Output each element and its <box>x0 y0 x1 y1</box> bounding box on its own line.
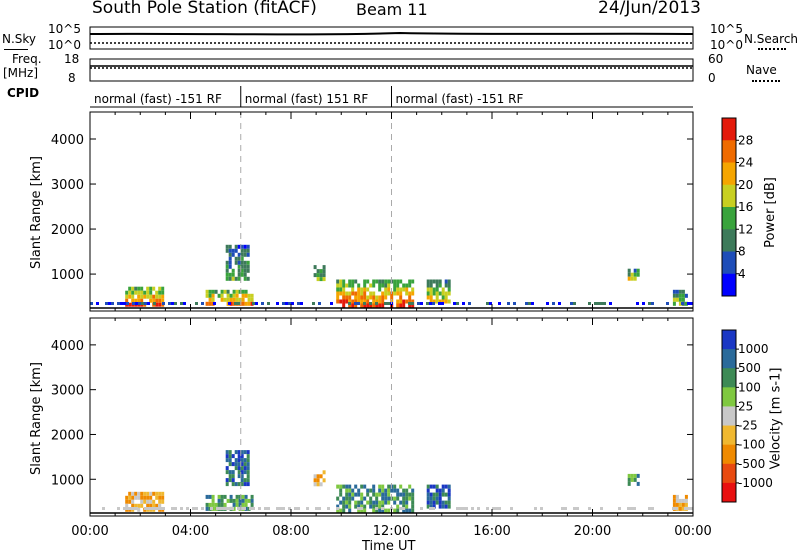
colorbar-swatch <box>722 184 736 208</box>
colorbar-tick-label: 28 <box>738 133 753 147</box>
colorbar-swatch <box>722 463 736 484</box>
y-tick-label: 3000 <box>51 178 84 193</box>
y-tick-label: 3000 <box>51 384 84 399</box>
colorbar-swatch <box>722 330 736 350</box>
colorbar-tick-label: -1000 <box>738 476 773 490</box>
colorbar-swatch <box>722 140 736 163</box>
nsearch-label: N.Search <box>744 32 799 46</box>
ground-scatter-band <box>102 507 693 510</box>
x-tick-label: 04:00 <box>172 524 209 539</box>
cpid-segment-label: normal (fast) 151 RF <box>245 92 369 106</box>
colorbar-tick-label: 1000 <box>738 342 769 356</box>
colorbar-tick-label: 16 <box>738 200 753 214</box>
nsky-panel-frame <box>89 26 694 50</box>
ground-scatter-band <box>90 302 693 305</box>
y-tick-label: 1000 <box>51 473 84 488</box>
x-tick-label: 00:00 <box>674 524 711 539</box>
colorbar-tick-label: -100 <box>738 438 765 452</box>
cpid-label: CPID <box>7 86 40 100</box>
velocity-panel: 1000 2000 3000 4000 00:00 04:00 08:00 12:00 16:0… <box>51 317 773 539</box>
colorbar-tick-label: 4 <box>738 267 746 281</box>
nave-right-tick-top: 60 <box>708 52 724 66</box>
freq-left-tick-bottom: 8 <box>68 71 76 85</box>
date-label: 24/Jun/2013 <box>598 0 701 18</box>
colorbar-swatch <box>722 425 736 446</box>
colorbar: 1000 500 100 25 -25 -100 -500 -1000 <box>721 329 773 503</box>
echo-region <box>672 494 688 511</box>
colorbar-tick-label: 100 <box>738 380 761 394</box>
colorbar-tick-label: -500 <box>738 457 765 471</box>
colorbar-tick-label: -25 <box>738 419 758 433</box>
y-tick-label: 2000 <box>51 223 84 238</box>
colorbar-tick-label: 500 <box>738 361 761 375</box>
colorbar-swatch <box>722 207 736 230</box>
x-axis-label: Time UT <box>362 539 416 554</box>
freq-panel-frame <box>89 58 694 82</box>
colorbar-swatch <box>722 251 736 275</box>
echo-region <box>672 289 688 306</box>
y-tick-label: 1000 <box>51 268 84 283</box>
cpid-segment-label: normal (fast) -151 RF <box>94 92 222 106</box>
cpid-segment-label: normal (fast) -151 RF <box>396 92 524 106</box>
echo-region <box>426 279 451 304</box>
x-tick-label: 16:00 <box>473 524 510 539</box>
power-panel: 1000 2000 3000 4000 4 8 12 16 20 24 28 <box>51 111 753 312</box>
echo-region <box>225 450 250 487</box>
colorbar-swatch <box>722 482 736 503</box>
colorbar-tick-label: 24 <box>738 156 753 170</box>
nave-legend-line <box>752 80 780 82</box>
echo-region <box>313 265 326 282</box>
nave-label: Nave <box>746 63 777 77</box>
colorbar: 4 8 12 16 20 24 28 <box>721 117 753 297</box>
echo-region <box>336 279 415 308</box>
echo-data <box>102 450 693 513</box>
echo-region <box>426 484 451 509</box>
beam-label: Beam 11 <box>356 0 428 19</box>
nsky-left-tick-bottom: 10^0 <box>48 38 81 52</box>
colorbar-tick-label: 20 <box>738 178 753 192</box>
colorbar-swatch <box>722 349 736 369</box>
freq-left-tick-top: 18 <box>64 52 80 66</box>
y-tick-label: 4000 <box>51 339 84 354</box>
y-tick-label: 4000 <box>51 133 84 148</box>
colorbar-swatch <box>722 229 736 252</box>
freq-label: Freq. <box>12 52 42 66</box>
colorbar-swatch <box>722 406 736 427</box>
colorbar-swatch <box>722 273 736 297</box>
nsky-legend-line <box>4 49 28 50</box>
nsky-label: N.Sky <box>2 32 37 46</box>
chart-title: South Pole Station (fitACF) <box>92 0 317 18</box>
echo-region <box>627 473 640 486</box>
nave-right-tick-bottom: 0 <box>708 71 716 85</box>
colorbar-tick-label: 8 <box>738 245 746 259</box>
colorbar-swatch <box>722 162 736 186</box>
colorbar-swatch <box>722 118 736 141</box>
colorbar-swatch <box>722 387 736 407</box>
x-tick-label: 20:00 <box>574 524 611 539</box>
echo-region <box>125 491 165 512</box>
echo-region <box>336 484 415 513</box>
echo-region <box>313 470 326 487</box>
x-tick-label: 12:00 <box>373 524 410 539</box>
x-tick-label: 00:00 <box>71 524 108 539</box>
cpid-segments: normal (fast) -151 RF normal (fast) 151 R… <box>94 86 523 107</box>
colorbar-swatch <box>722 368 736 388</box>
echo-data <box>90 244 693 308</box>
colorbar-tick-label: 25 <box>738 399 753 413</box>
colorbar-tick-label: 12 <box>738 222 753 236</box>
colorbar-frame <box>721 329 737 503</box>
nsearch-legend-line <box>758 48 786 50</box>
y-tick-label: 2000 <box>51 428 84 443</box>
x-tick-label: 08:00 <box>272 524 309 539</box>
nsky-trace <box>89 31 694 36</box>
echo-region <box>627 268 640 281</box>
nsky-left-tick-top: 10^5 <box>48 22 81 36</box>
colorbar-swatch <box>722 444 736 465</box>
nsky-right-tick-top: 10^5 <box>710 22 743 36</box>
echo-region <box>225 244 250 281</box>
freq-unit-label: [MHz] <box>3 66 39 80</box>
nsky-right-tick-bottom: 10^0 <box>710 38 743 52</box>
